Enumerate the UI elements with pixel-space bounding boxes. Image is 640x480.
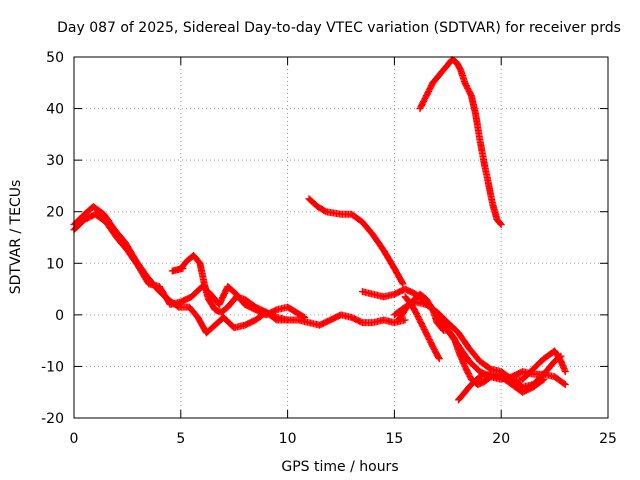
data-point <box>496 220 504 228</box>
data-point <box>540 375 548 383</box>
y-tick-label: 50 <box>46 50 64 66</box>
series-track-10 <box>455 370 548 404</box>
data-point <box>399 280 407 288</box>
data-point <box>560 380 568 388</box>
series-track-5 <box>305 195 407 288</box>
data-point <box>539 376 547 384</box>
x-tick-label: 20 <box>492 431 510 447</box>
data-point <box>300 313 307 321</box>
x-tick-label: 0 <box>70 431 79 447</box>
data-point <box>398 279 406 287</box>
data-point <box>435 355 443 363</box>
plot-frame <box>73 56 609 419</box>
data-layer <box>70 56 569 404</box>
y-tick-label: -10 <box>41 359 64 375</box>
y-tick-label: 20 <box>46 205 64 221</box>
x-axis-label: GPS time / hours <box>281 459 398 475</box>
x-tick-label: 25 <box>599 431 617 447</box>
y-tick-label: -20 <box>41 411 64 427</box>
chart-title: Day 087 of 2025, Sidereal Day-to-day VTE… <box>57 20 621 36</box>
data-point <box>561 368 569 376</box>
data-point <box>301 313 309 321</box>
x-tick-label: 15 <box>385 431 403 447</box>
series-track-11 <box>416 56 505 229</box>
data-point <box>497 221 505 229</box>
data-point <box>401 316 409 324</box>
data-point <box>179 264 187 272</box>
series-track-1 <box>70 203 409 337</box>
series-track-4 <box>168 264 187 275</box>
y-tick-label: 40 <box>46 102 64 118</box>
data-point <box>284 316 292 324</box>
y-tick-label: 30 <box>46 153 64 169</box>
y-tick-label: 0 <box>55 308 64 324</box>
data-point <box>435 353 442 361</box>
series-track-3 <box>177 252 292 324</box>
data-point <box>561 380 569 388</box>
grid-layer <box>74 57 608 418</box>
y-tick-label: 10 <box>46 256 64 272</box>
series-track-9 <box>401 293 443 363</box>
tick-layer: 0 5 10 15 20 25 -20 -10 0 10 20 30 40 50 <box>41 50 617 447</box>
x-tick-label: 10 <box>279 431 297 447</box>
y-axis-label: SDTVAR / TECUs <box>8 180 24 295</box>
x-tick-label: 5 <box>176 431 185 447</box>
data-point <box>467 90 475 98</box>
